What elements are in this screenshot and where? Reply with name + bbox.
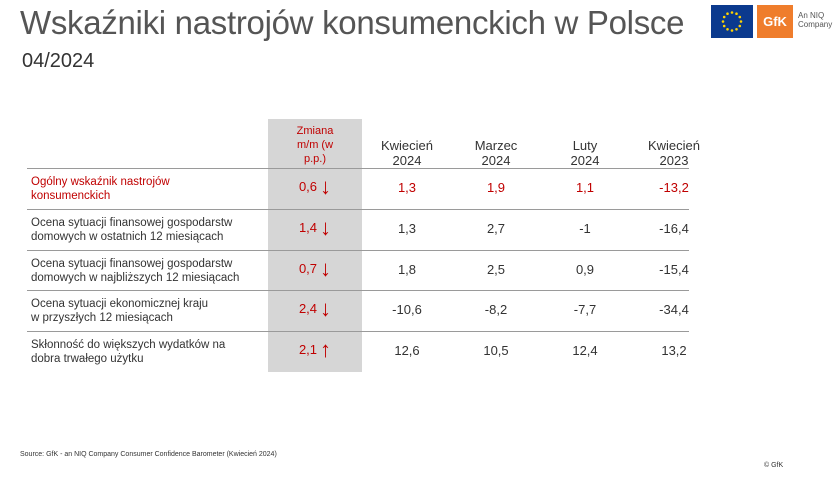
row-change: 1,4 ↓ bbox=[298, 215, 332, 240]
row-label: Ocena sytuacji finansowej gospodarstw dom… bbox=[31, 217, 233, 243]
page-subtitle: 04/2024 bbox=[22, 50, 95, 72]
cell-value: 1,1 bbox=[575, 180, 595, 195]
row-divider bbox=[27, 250, 689, 251]
row-change: 0,7 ↓ bbox=[298, 256, 332, 281]
table-row: Ocena sytuacji finansowej gospodarstw dom… bbox=[27, 250, 689, 291]
cell-value: -34,4 bbox=[659, 302, 689, 317]
cell-value: 2,5 bbox=[486, 262, 506, 277]
arrow-down-icon: ↓ bbox=[320, 215, 332, 240]
cell-value: 10,5 bbox=[483, 343, 509, 358]
table-row: Ocena sytuacji ekonomicznej kraju w przys… bbox=[27, 290, 689, 331]
cell-value: 13,2 bbox=[661, 343, 687, 358]
table-row: Ocena sytuacji finansowej gospodarstw dom… bbox=[27, 209, 689, 250]
row-label: Ogólny wskaźnik nastrojów konsumenckich bbox=[31, 176, 170, 202]
cell-value: 0,9 bbox=[575, 262, 595, 277]
cell-value: -8,2 bbox=[484, 302, 508, 317]
arrow-down-icon: ↓ bbox=[320, 174, 332, 199]
gfk-logo: GfK bbox=[757, 5, 793, 38]
cell-value: 2,7 bbox=[486, 221, 506, 236]
eu-flag-icon bbox=[711, 5, 753, 38]
table-row: Ogólny wskaźnik nastrojów konsumenckich 0… bbox=[27, 168, 689, 209]
cell-value: -10,6 bbox=[392, 302, 422, 317]
cell-value: 12,6 bbox=[394, 343, 420, 358]
header-col-1: Kwiecień 2024 bbox=[380, 138, 434, 168]
row-label: Skłonność do większych wydatków na dobra … bbox=[31, 339, 226, 365]
header-change: Zmiana m/m (w p.p.) bbox=[296, 125, 334, 165]
page-title: Wskaźniki nastrojów konsumenckich w Pols… bbox=[20, 4, 685, 41]
cell-value: -13,2 bbox=[659, 180, 689, 195]
row-divider bbox=[27, 331, 689, 332]
cell-value: -15,4 bbox=[659, 262, 689, 277]
cell-value: 1,3 bbox=[397, 221, 417, 236]
row-divider bbox=[27, 290, 689, 291]
copyright-note: © GfK bbox=[764, 462, 784, 469]
row-label: Ocena sytuacji finansowej gospodarstw dom… bbox=[31, 258, 240, 284]
row-divider bbox=[27, 209, 689, 210]
table-row: Skłonność do większych wydatków na dobra … bbox=[27, 331, 689, 372]
row-change: 0,6 ↓ bbox=[298, 174, 332, 199]
source-note: Source: GfK - an NIQ Company Consumer Co… bbox=[20, 451, 277, 458]
header-col-2: Marzec 2024 bbox=[474, 138, 518, 168]
row-divider bbox=[27, 168, 689, 169]
cell-value: 1,3 bbox=[397, 180, 417, 195]
cell-value: -1 bbox=[579, 221, 591, 236]
cell-value: -7,7 bbox=[573, 302, 597, 317]
cell-value: 12,4 bbox=[572, 343, 598, 358]
cell-value: 1,9 bbox=[486, 180, 506, 195]
arrow-up-icon: ↑ bbox=[320, 337, 332, 362]
niq-company-text: An NIQ Company bbox=[798, 11, 833, 29]
row-change: 2,1 ↑ bbox=[298, 337, 332, 362]
cell-value: 1,8 bbox=[397, 262, 417, 277]
row-change: 2,4 ↓ bbox=[298, 296, 332, 321]
change-column-shading bbox=[268, 119, 362, 372]
header-col-3: Luty 2024 bbox=[570, 138, 600, 168]
header-col-4: Kwiecień 2023 bbox=[647, 138, 701, 168]
cell-value: -16,4 bbox=[659, 221, 689, 236]
arrow-down-icon: ↓ bbox=[320, 296, 332, 321]
row-label: Ocena sytuacji ekonomicznej kraju w przys… bbox=[31, 298, 209, 324]
arrow-down-icon: ↓ bbox=[320, 256, 332, 281]
